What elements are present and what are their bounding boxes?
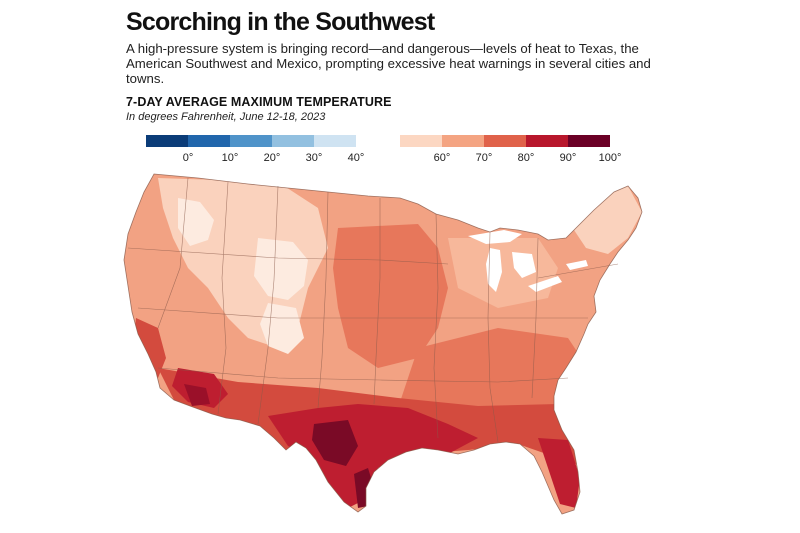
legend-hot-scale xyxy=(400,135,610,147)
legend-swatch-hot-1 xyxy=(442,135,484,147)
legend-label-hot-1: 70° xyxy=(475,152,493,164)
legend-swatch-cold-3 xyxy=(272,135,314,147)
lake-huron xyxy=(512,252,536,278)
texas-hottest-zone xyxy=(312,420,358,466)
legend-label-hot-2: 80° xyxy=(517,152,535,164)
lake-ontario xyxy=(566,260,588,270)
legend-label-hot-3: 90° xyxy=(559,152,577,164)
desert-hottest-zone xyxy=(184,384,210,406)
state-borders xyxy=(127,177,619,443)
legend-label-cold-2: 20° xyxy=(263,152,281,164)
us-temperature-map xyxy=(123,173,643,515)
headline: Scorching in the Southwest xyxy=(126,8,435,36)
idaho-pale-zone xyxy=(178,198,214,246)
chart-title: 7-DAY AVERAGE MAXIMUM TEMPERATURE xyxy=(126,95,392,109)
florida-hotter-zone xyxy=(538,438,580,508)
legend-label-cold-4: 40° xyxy=(347,152,365,164)
plains-mid-zone xyxy=(333,224,448,368)
legend-swatch-cold-1 xyxy=(188,135,230,147)
legend-swatch-hot-2 xyxy=(484,135,526,147)
legend-swatch-cold-0 xyxy=(146,135,188,147)
legend-label-cold-1: 10° xyxy=(221,152,239,164)
legend-label-cold-0: 0° xyxy=(182,152,194,164)
legend-label-hot-4: 100° xyxy=(598,152,622,164)
legend-swatch-cold-2 xyxy=(230,135,272,147)
lake-michigan xyxy=(486,248,502,292)
wyoming-pale-zone xyxy=(254,238,308,300)
chart-subtitle: In degrees Fahrenheit, June 12-18, 2023 xyxy=(126,111,326,123)
us-outline xyxy=(123,173,643,515)
legend-swatch-cold-4 xyxy=(314,135,356,147)
legend-label-cold-3: 30° xyxy=(305,152,323,164)
deck-text: A high-pressure system is bringing recor… xyxy=(126,41,651,86)
legend-swatch-hot-4 xyxy=(568,135,610,147)
legend-label-hot-0: 60° xyxy=(433,152,451,164)
legend-cold-scale xyxy=(146,135,356,147)
legend-swatch-hot-0 xyxy=(400,135,442,147)
california-hot-zone xyxy=(134,318,166,378)
lake-superior xyxy=(468,230,522,244)
legend-swatch-hot-3 xyxy=(526,135,568,147)
